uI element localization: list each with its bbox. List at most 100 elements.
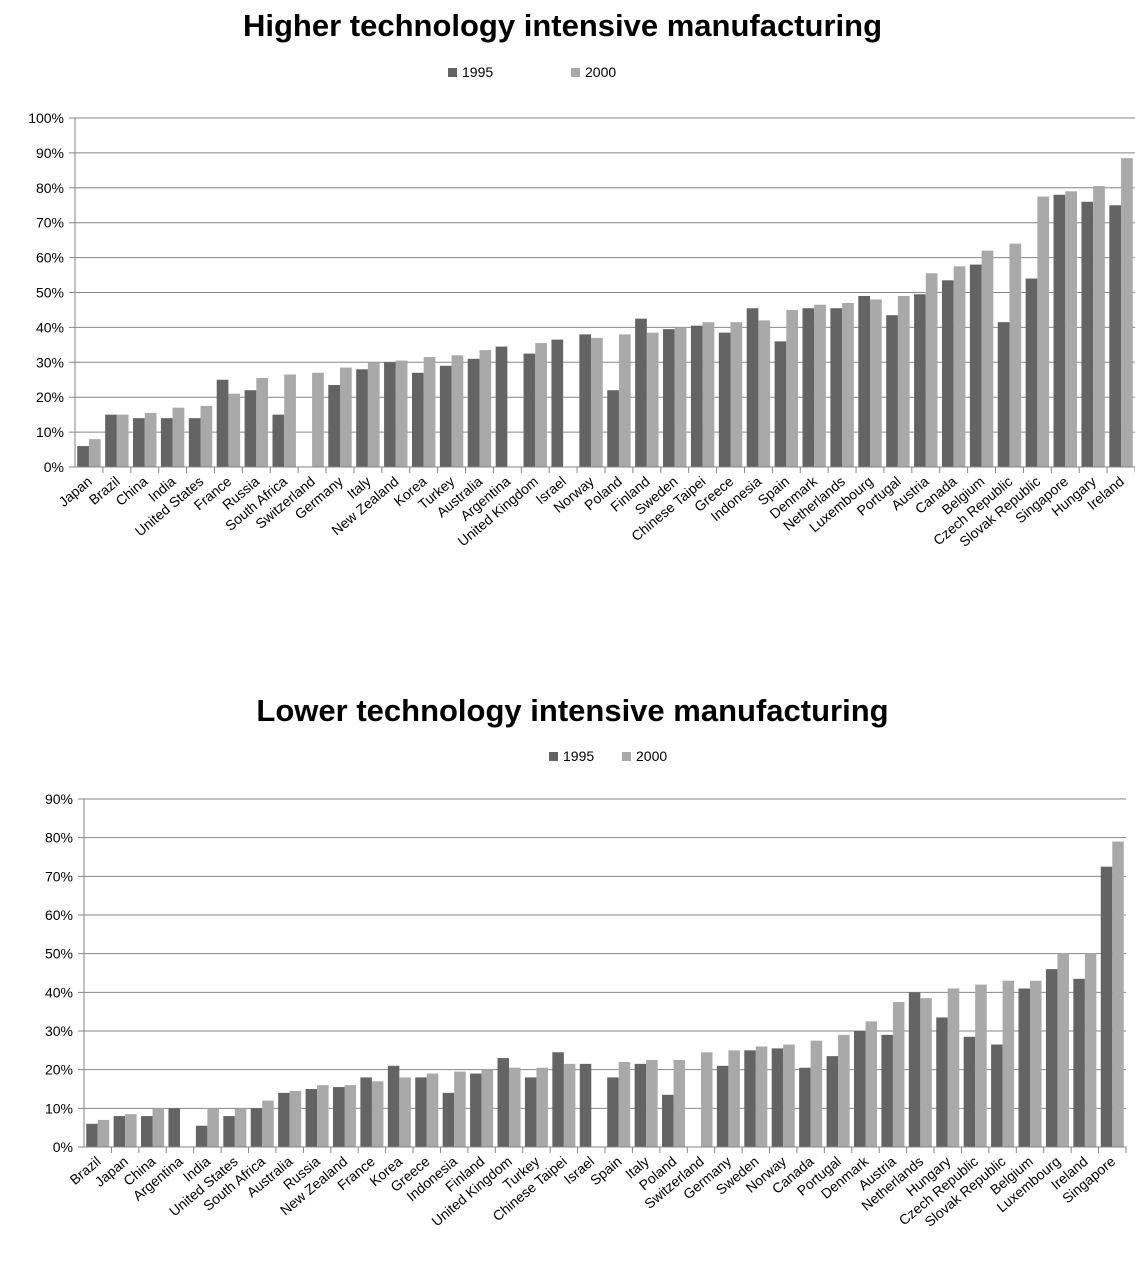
bar-1995-poland: [607, 390, 619, 467]
bar-1995-brazil: [105, 414, 117, 467]
legend-label-2000: 2000: [636, 748, 668, 764]
bar-1995-austria: [881, 1034, 893, 1147]
bar-2000-czech-republic: [1009, 243, 1022, 467]
bar-1995-portugal: [886, 315, 898, 467]
bar-2000-slovak-republic: [1002, 980, 1015, 1147]
bar-2000-spain: [618, 1061, 631, 1147]
bar-2000-india: [172, 407, 185, 467]
bar-1995-china: [141, 1116, 153, 1147]
bar-2000-netherlands: [842, 302, 854, 467]
bar-1995-canada: [799, 1067, 811, 1147]
legend-swatch-2000: [622, 752, 631, 761]
bar-2000-austria: [892, 1002, 905, 1147]
bar-2000-denmark: [814, 304, 826, 467]
bar-2000-austria: [925, 273, 938, 467]
bar-1995-france: [216, 379, 229, 467]
bar-2000-united-states: [234, 1108, 247, 1147]
bar-2000-korea: [399, 1077, 411, 1147]
bar-1995-israel: [579, 1063, 592, 1147]
bar-2000-south-africa: [284, 374, 296, 467]
bar-2000-chinese-taipei: [563, 1063, 576, 1147]
legend-label-2000: 2000: [585, 64, 617, 80]
bar-2000-china: [152, 1108, 165, 1147]
bar-1995-sweden: [663, 329, 675, 467]
bar-1995-italy: [634, 1063, 647, 1147]
bar-2000-turkey: [451, 355, 464, 467]
legend-item-2000: 2000: [622, 748, 667, 764]
bar-1995-slovak-republic: [1025, 278, 1038, 467]
bar-2000-poland: [673, 1060, 686, 1147]
y-tick-label: 10%: [45, 1100, 73, 1116]
legend-item-1995: 1995: [549, 748, 594, 764]
bar-2000-south-africa: [262, 1100, 274, 1147]
y-tick-label: 30%: [45, 1023, 73, 1039]
bar-1995-united-states: [223, 1116, 235, 1147]
bar-1995-chinese-taipei: [552, 1052, 564, 1147]
bar-1995-ireland: [1109, 205, 1122, 467]
bar-1995-argentina: [495, 346, 508, 467]
bar-2000-italy: [646, 1060, 658, 1147]
bar-2000-poland: [618, 334, 631, 467]
higher-tech-plot: 0%10%20%30%40%50%60%70%80%90%100%JapanBr…: [28, 110, 1135, 550]
x-category-label: Japan: [55, 473, 95, 510]
y-tick-label: 50%: [36, 285, 64, 301]
lower-tech-chart: Lower technology intensive manufacturing…: [0, 685, 1135, 1271]
bar-1995-japan: [113, 1116, 126, 1147]
bar-1995-hungary: [1081, 201, 1094, 467]
legend-item-1995: 1995: [448, 64, 493, 80]
legend-label-1995: 1995: [462, 64, 494, 80]
y-tick-label: 100%: [28, 110, 64, 126]
bar-1995-korea: [411, 372, 424, 467]
bar-1995-korea: [387, 1065, 400, 1147]
bar-2000-hungary: [947, 988, 960, 1147]
bar-1995-united-states: [188, 418, 201, 467]
x-category-label: China: [112, 473, 150, 509]
legend-swatch-2000: [571, 68, 580, 77]
bar-2000-indonesia: [758, 320, 771, 467]
bar-2000-ireland: [1084, 953, 1097, 1147]
bar-2000-hungary: [1093, 186, 1105, 467]
bar-1995-turkey: [524, 1077, 537, 1147]
bar-1995-italy: [356, 369, 368, 467]
bar-1995-poland: [662, 1094, 674, 1147]
bar-2000-indonesia: [454, 1071, 466, 1147]
bar-1995-greece: [415, 1077, 427, 1147]
bar-2000-luxembourg: [1057, 953, 1069, 1147]
bar-2000-united-kingdom: [509, 1067, 521, 1147]
bar-2000-turkey: [536, 1067, 548, 1147]
bar-2000-italy: [367, 362, 380, 467]
y-tick-label: 40%: [45, 984, 73, 1000]
bar-1995-luxembourg: [1045, 969, 1058, 1147]
bar-1995-japan: [77, 446, 89, 467]
bar-1995-australia: [467, 358, 480, 467]
y-tick-label: 20%: [45, 1062, 73, 1078]
y-tick-label: 0%: [53, 1139, 73, 1155]
bar-2000-brazil: [97, 1119, 110, 1147]
bar-1995-norway: [579, 334, 592, 467]
bar-1995-brazil: [86, 1123, 98, 1147]
bar-2000-luxembourg: [870, 299, 882, 467]
y-tick-label: 80%: [36, 180, 64, 196]
bar-1995-belgium: [1018, 988, 1031, 1147]
bar-1995-new-zealand: [384, 362, 396, 467]
y-tick-label: 70%: [45, 868, 73, 884]
bar-1995-czech-republic: [963, 1036, 976, 1147]
bar-2000-switzerland: [312, 372, 324, 467]
bar-1995-france: [360, 1077, 372, 1147]
bar-1995-united-kingdom: [523, 353, 536, 467]
bar-1995-russia: [305, 1089, 318, 1147]
bar-1995-israel: [551, 339, 564, 467]
y-tick-label: 30%: [36, 354, 64, 370]
bar-2000-sweden: [674, 327, 687, 467]
bar-2000-sweden: [755, 1046, 768, 1147]
bar-1995-ireland: [1073, 978, 1085, 1147]
y-tick-label: 90%: [45, 791, 73, 807]
bar-2000-japan: [125, 1114, 137, 1147]
bar-1995-finland: [470, 1073, 482, 1147]
chart-title: Lower technology intensive manufacturing: [256, 693, 889, 728]
bar-2000-slovak-republic: [1037, 196, 1050, 467]
bar-1995-indonesia: [442, 1092, 455, 1147]
bar-1995-finland: [635, 318, 647, 467]
bar-2000-russia: [317, 1085, 329, 1147]
bar-1995-chinese-taipei: [690, 325, 703, 467]
